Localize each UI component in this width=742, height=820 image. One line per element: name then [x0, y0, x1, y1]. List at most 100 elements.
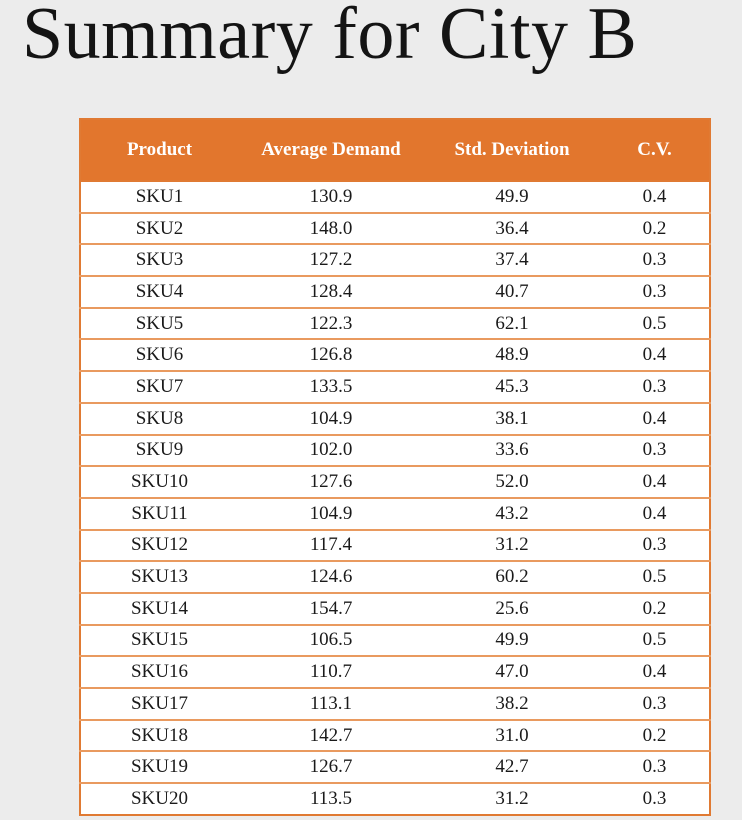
product-cell: SKU13 — [80, 561, 238, 594]
average-demand-cell: 110.7 — [238, 656, 424, 689]
average-demand-cell: 122.3 — [238, 307, 424, 341]
average-demand-cell: 126.7 — [238, 751, 424, 785]
table-row: SKU12 117.4 31.2 0.3 — [80, 529, 710, 563]
cv-cell: 0.3 — [600, 434, 710, 468]
table-row: SKU1 130.9 49.9 0.4 — [80, 181, 710, 214]
header-std-deviation: Std. Deviation — [424, 119, 600, 182]
table-row: SKU7 133.5 45.3 0.3 — [80, 371, 710, 404]
product-cell: SKU3 — [80, 244, 238, 278]
std-deviation-cell: 60.2 — [424, 561, 600, 594]
std-deviation-cell: 31.0 — [424, 719, 600, 753]
table-row: SKU18 142.7 31.0 0.2 — [80, 719, 710, 753]
table-row: SKU11 104.9 43.2 0.4 — [80, 497, 710, 531]
summary-table: Product Average Demand Std. Deviation C.… — [79, 118, 711, 816]
header-row: Product Average Demand Std. Deviation C.… — [80, 119, 710, 182]
product-cell: SKU8 — [80, 402, 238, 436]
product-cell: SKU18 — [80, 719, 238, 753]
header-product: Product — [80, 119, 238, 182]
std-deviation-cell: 48.9 — [424, 339, 600, 373]
std-deviation-cell: 47.0 — [424, 656, 600, 689]
average-demand-cell: 130.9 — [238, 181, 424, 214]
table-row: SKU3 127.2 37.4 0.3 — [80, 244, 710, 278]
product-cell: SKU14 — [80, 592, 238, 626]
product-cell: SKU1 — [80, 181, 238, 214]
table-row: SKU5 122.3 62.1 0.5 — [80, 307, 710, 341]
std-deviation-cell: 43.2 — [424, 497, 600, 531]
std-deviation-cell: 38.1 — [424, 402, 600, 436]
table-row: SKU15 106.5 49.9 0.5 — [80, 624, 710, 658]
table-row: SKU19 126.7 42.7 0.3 — [80, 751, 710, 785]
std-deviation-cell: 31.2 — [424, 529, 600, 563]
cv-cell: 0.5 — [600, 561, 710, 594]
table-header: Product Average Demand Std. Deviation C.… — [80, 119, 710, 182]
table-row: SKU2 148.0 36.4 0.2 — [80, 212, 710, 246]
cv-cell: 0.3 — [600, 276, 710, 309]
average-demand-cell: 106.5 — [238, 624, 424, 658]
table-row: SKU4 128.4 40.7 0.3 — [80, 276, 710, 309]
table-row: SKU17 113.1 38.2 0.3 — [80, 688, 710, 721]
cv-cell: 0.4 — [600, 402, 710, 436]
product-cell: SKU17 — [80, 688, 238, 721]
cv-cell: 0.3 — [642, 787, 667, 809]
std-deviation-cell: 49.9 — [424, 181, 600, 214]
average-demand-cell: 154.7 — [238, 592, 424, 626]
product-cell: SKU12 — [80, 529, 238, 563]
average-demand-cell: 128.4 — [238, 276, 424, 309]
product-cell: SKU10 — [80, 466, 238, 499]
product-cell: SKU15 — [80, 624, 238, 658]
std-deviation-cell: 37.4 — [424, 244, 600, 278]
cv-cell: 0.5 — [600, 307, 710, 341]
std-deviation-cell: 31.2 — [495, 787, 529, 809]
average-demand-cell: 148.0 — [238, 212, 424, 246]
std-deviation-cell: 36.4 — [424, 212, 600, 246]
cv-cell: 0.3 — [600, 529, 710, 563]
cv-cell: 0.4 — [600, 181, 710, 214]
average-demand-cell: 127.2 — [238, 244, 424, 278]
product-cell: SKU16 — [80, 656, 238, 689]
std-deviation-cell: 38.2 — [424, 688, 600, 721]
slide-title: Summary for City B — [22, 0, 638, 75]
cv-cell: 0.3 — [600, 688, 710, 721]
cv-cell: 0.3 — [600, 371, 710, 404]
std-deviation-cell: 45.3 — [424, 371, 600, 404]
table-body: SKU1 130.9 49.9 0.4 SKU2 148.0 36.4 0.2 SKU3 127.… — [80, 181, 710, 815]
cv-cell: 0.5 — [600, 624, 710, 658]
std-deviation-cell: 49.9 — [424, 624, 600, 658]
std-deviation-cell: 25.6 — [424, 592, 600, 626]
average-demand-cell: 102.0 — [238, 434, 424, 468]
average-demand-cell: 126.8 — [238, 339, 424, 373]
average-demand-cell: 127.6 — [238, 466, 424, 499]
cv-cell: 0.2 — [600, 212, 710, 246]
average-demand-cell: 133.5 — [238, 371, 424, 404]
std-deviation-cell: 42.7 — [424, 751, 600, 785]
header-average-demand: Average Demand — [238, 119, 424, 182]
product-cell: SKU20 — [130, 787, 188, 809]
std-deviation-cell: 52.0 — [424, 466, 600, 499]
table-row: SKU16 110.7 47.0 0.4 — [80, 656, 710, 689]
product-cell: SKU11 — [80, 497, 238, 531]
cv-cell: 0.2 — [600, 719, 710, 753]
average-demand-cell: 104.9 — [238, 497, 424, 531]
header-cv: C.V. — [600, 119, 710, 182]
average-demand-cell: 113.1 — [238, 688, 424, 721]
table-row: SKU13 124.6 60.2 0.5 — [80, 561, 710, 594]
average-demand-cell: 117.4 — [238, 529, 424, 563]
table-row: SKU8 104.9 38.1 0.4 — [80, 402, 710, 436]
std-deviation-cell: 62.1 — [424, 307, 600, 341]
product-cell: SKU2 — [80, 212, 238, 246]
product-cell: SKU6 — [80, 339, 238, 373]
cv-cell: 0.3 — [600, 751, 710, 785]
cv-cell: 0.2 — [600, 592, 710, 626]
product-cell: SKU9 — [80, 434, 238, 468]
cv-cell: 0.3 — [600, 244, 710, 278]
cv-cell: 0.4 — [600, 656, 710, 689]
table-row: SKU20 113.5 31.2 0.3 — [80, 783, 710, 815]
product-cell: SKU5 — [80, 307, 238, 341]
average-demand-cell: 142.7 — [238, 719, 424, 753]
average-demand-cell: 104.9 — [238, 402, 424, 436]
cv-cell: 0.4 — [600, 466, 710, 499]
std-deviation-cell: 33.6 — [424, 434, 600, 468]
table-row: SKU9 102.0 33.6 0.3 — [80, 434, 710, 468]
std-deviation-cell: 40.7 — [424, 276, 600, 309]
table-row: SKU10 127.6 52.0 0.4 — [80, 466, 710, 499]
